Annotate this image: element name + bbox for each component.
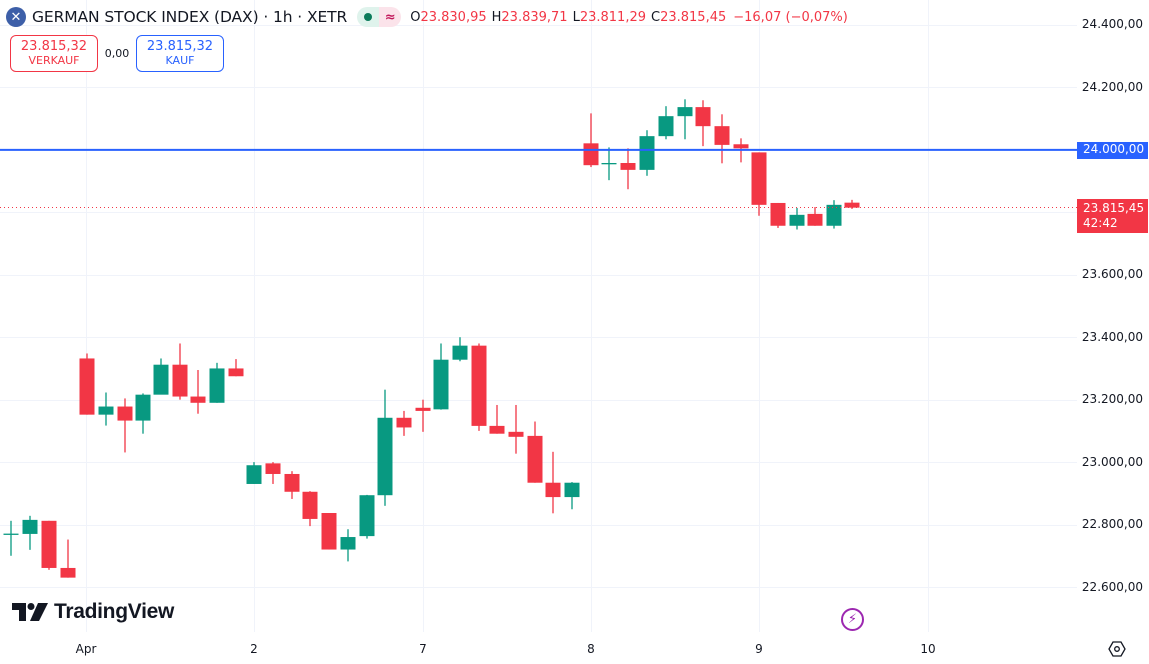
candle-up[interactable] [135, 393, 151, 434]
candle-down[interactable] [751, 152, 767, 216]
chart-legend: ✕ GERMAN STOCK INDEX (DAX) · 1h · XETR ≈… [6, 6, 848, 28]
price-tick: 23.600,00 [1081, 267, 1143, 281]
status-pill[interactable]: ≈ [357, 7, 402, 27]
candle-down[interactable] [396, 410, 412, 436]
price-tick: 22.600,00 [1081, 580, 1143, 594]
buy-button[interactable]: 23.815,32 KAUF [136, 35, 224, 72]
price-tick: 22.800,00 [1081, 517, 1143, 531]
spread-value: 0,00 [104, 47, 130, 60]
low-label: L [572, 9, 580, 25]
candle-up[interactable] [826, 200, 842, 229]
close-value: 23.815,45 [660, 9, 727, 25]
candle-up[interactable] [677, 99, 693, 140]
time-tick: 10 [920, 642, 936, 656]
time-tick: 8 [587, 642, 595, 656]
close-x-icon[interactable]: ✕ [6, 7, 26, 27]
candle-down[interactable] [714, 114, 730, 164]
candle-up[interactable] [601, 147, 617, 181]
time-tick: 9 [755, 642, 763, 656]
open-value: 23.830,95 [420, 9, 487, 25]
buy-label: KAUF [165, 53, 195, 67]
close-label: C [651, 9, 661, 25]
candle-up[interactable] [789, 207, 805, 230]
hline-price-tag[interactable]: 24.000,00 [1077, 142, 1148, 159]
candle-down[interactable] [117, 398, 133, 453]
open-label: O [410, 9, 421, 25]
candle-up[interactable] [658, 106, 674, 140]
candle-up[interactable] [359, 494, 375, 539]
high-label: H [491, 9, 502, 25]
last-price-value: 23.815,45 [1083, 201, 1145, 215]
sell-button[interactable]: 23.815,32 VERKAUF [10, 35, 98, 72]
candle-down[interactable] [471, 343, 487, 431]
candle-up[interactable] [452, 337, 468, 362]
candle-down[interactable] [190, 370, 206, 414]
candle-up[interactable] [433, 343, 449, 410]
ohlc-values: O23.830,95 H23.839,71 L23.811,29 C23.815… [410, 10, 848, 25]
candle-down[interactable] [321, 513, 337, 550]
candle-down[interactable] [415, 399, 431, 432]
candle-up[interactable] [246, 462, 262, 484]
candle-up[interactable] [564, 482, 580, 510]
candle-down[interactable] [545, 451, 561, 514]
tradingview-logo-icon [12, 603, 48, 621]
candle-down[interactable] [770, 202, 786, 228]
price-tick: 24.200,00 [1081, 80, 1143, 94]
candle-up[interactable] [340, 529, 356, 562]
candle-down[interactable] [527, 421, 543, 483]
time-tick: 2 [250, 642, 258, 656]
price-tick: 23.400,00 [1081, 330, 1143, 344]
sell-label: VERKAUF [28, 53, 80, 67]
buy-price: 23.815,32 [146, 38, 214, 54]
candle-down[interactable] [302, 491, 318, 527]
trade-panel: 23.815,32 VERKAUF 0,00 23.815,32 KAUF [10, 35, 224, 72]
candle-down[interactable] [695, 100, 711, 147]
delayed-data-icon: ≈ [379, 7, 402, 27]
candle-down[interactable] [508, 404, 524, 454]
candle-down[interactable] [265, 462, 281, 484]
chart-settings-icon[interactable] [1108, 640, 1126, 658]
candle-down[interactable] [79, 353, 95, 415]
bar-countdown: 42:42 [1083, 216, 1118, 230]
time-tick: Apr [75, 642, 97, 656]
candle-up[interactable] [377, 389, 393, 506]
candle-down[interactable] [60, 539, 76, 578]
candle-up[interactable] [153, 358, 169, 395]
last-price-tag: 23.815,45 42:42 [1077, 199, 1148, 233]
candle-down[interactable] [620, 148, 636, 190]
price-tick: 23.000,00 [1081, 455, 1143, 469]
candle-down[interactable] [228, 359, 244, 377]
candle-down[interactable] [489, 404, 505, 434]
candle-down[interactable] [583, 113, 599, 168]
candle-up[interactable] [3, 520, 19, 556]
change-value: −16,07 (−0,07%) [733, 9, 848, 25]
candle-up[interactable] [209, 362, 225, 403]
low-value: 23.811,29 [579, 9, 646, 25]
candle-up[interactable] [22, 515, 38, 550]
candle-down[interactable] [41, 520, 57, 570]
logo-text: TradingView [54, 600, 175, 623]
price-tick: 24.400,00 [1081, 17, 1143, 31]
candle-up[interactable] [639, 130, 655, 176]
price-tick: 23.200,00 [1081, 392, 1143, 406]
candle-down[interactable] [284, 471, 300, 499]
candle-down[interactable] [172, 343, 188, 400]
candle-down[interactable] [807, 207, 823, 226]
market-open-dot-icon [357, 7, 380, 27]
tradingview-logo[interactable]: TradingView [12, 600, 174, 624]
lightning-icon[interactable]: ⚡ [841, 608, 864, 631]
candle-up[interactable] [98, 392, 114, 426]
high-value: 23.839,71 [501, 9, 568, 25]
time-tick: 7 [419, 642, 427, 656]
symbol-title[interactable]: GERMAN STOCK INDEX (DAX) · 1h · XETR [32, 8, 348, 26]
sell-price: 23.815,32 [20, 38, 88, 54]
